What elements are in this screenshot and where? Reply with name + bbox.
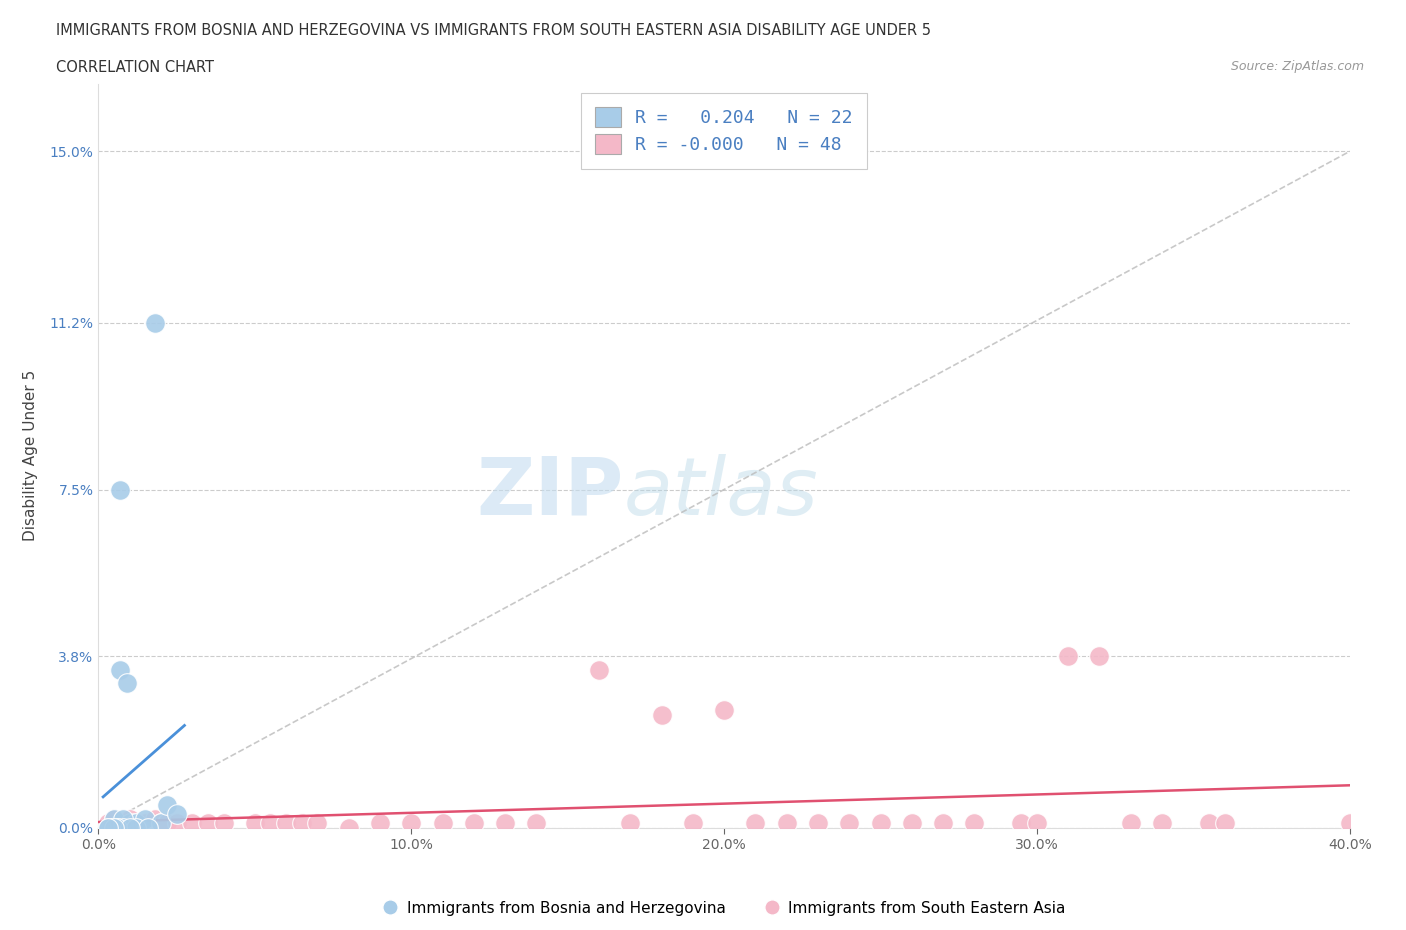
Point [274,816,298,830]
Point [105,820,128,835]
Point [115,676,138,691]
Point [112,811,135,826]
Y-axis label: Disability Age Under 5: Disability Age Under 5 [24,370,38,541]
Point [1339,816,1361,830]
Point [744,816,766,830]
Point [243,816,266,830]
Point [134,816,156,830]
Point [150,816,173,830]
Point [1198,816,1220,830]
Point [1213,816,1236,830]
Point [259,816,281,830]
Point [1026,816,1049,830]
Legend: Immigrants from Bosnia and Herzegovina, Immigrants from South Eastern Asia: Immigrants from Bosnia and Herzegovina, … [377,895,1071,923]
Point [118,820,141,835]
Point [838,816,860,830]
Point [156,816,179,830]
Point [932,816,955,830]
Point [125,816,148,830]
Point [713,703,735,718]
Text: ZIP: ZIP [477,454,624,532]
Point [112,816,135,830]
Point [401,816,423,830]
Point [337,820,360,835]
Point [291,816,314,830]
Point [125,816,148,830]
Point [197,816,219,830]
Point [526,816,548,830]
Point [963,816,986,830]
Point [118,811,141,826]
Point [125,820,148,835]
Point [368,816,391,830]
Point [776,816,799,830]
Point [1010,816,1032,830]
Point [181,816,204,830]
Point [307,816,329,830]
Point [110,816,132,830]
Point [166,806,188,821]
Point [1057,649,1080,664]
Point [1119,816,1142,830]
Point [143,811,166,826]
Point [118,816,141,830]
Point [97,820,120,835]
Point [212,816,235,830]
Point [807,816,830,830]
Point [166,816,188,830]
Point [138,820,160,835]
Text: IMMIGRANTS FROM BOSNIA AND HERZEGOVINA VS IMMIGRANTS FROM SOUTH EASTERN ASIA DIS: IMMIGRANTS FROM BOSNIA AND HERZEGOVINA V… [56,23,931,38]
Point [682,816,704,830]
Point [103,811,125,826]
Point [1088,649,1111,664]
Point [494,816,516,830]
Point [103,811,125,826]
Point [156,798,179,813]
Point [150,816,173,830]
Text: CORRELATION CHART: CORRELATION CHART [56,60,214,75]
Point [900,816,922,830]
Point [105,820,128,835]
Point [97,820,120,835]
Point [650,708,672,723]
Point [619,816,641,830]
Point [103,820,125,835]
Point [588,662,610,677]
Point [143,315,166,330]
Point [432,816,454,830]
Point [869,816,891,830]
Text: atlas: atlas [624,454,818,532]
Text: Source: ZipAtlas.com: Source: ZipAtlas.com [1230,60,1364,73]
Point [97,816,120,830]
Point [100,820,122,835]
Point [463,816,485,830]
Point [110,662,132,677]
Point [110,482,132,497]
Point [1152,816,1174,830]
Point [134,811,156,826]
Point [112,820,135,835]
